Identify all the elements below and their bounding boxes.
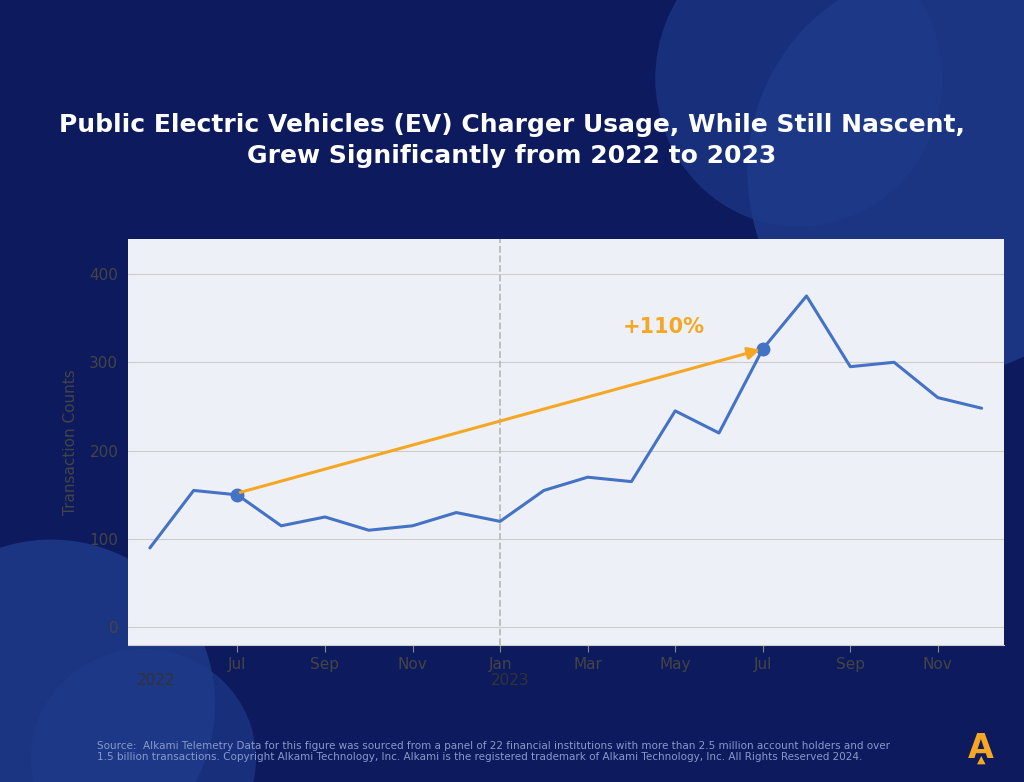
Ellipse shape [748, 0, 1024, 375]
Text: Source:  Alkami Telemetry Data for this figure was sourced from a panel of 22 fi: Source: Alkami Telemetry Data for this f… [97, 741, 890, 762]
Text: A: A [968, 732, 994, 765]
Text: 2023: 2023 [492, 673, 530, 688]
Y-axis label: Transaction Counts: Transaction Counts [63, 369, 78, 515]
Text: ▲: ▲ [977, 755, 985, 765]
Ellipse shape [31, 649, 256, 782]
Ellipse shape [655, 0, 942, 227]
Text: Public Electric Vehicles (EV) Charger Usage, While Still Nascent,
Grew Significa: Public Electric Vehicles (EV) Charger Us… [59, 113, 965, 168]
Text: +110%: +110% [623, 317, 705, 337]
Ellipse shape [0, 540, 215, 782]
Text: 2022: 2022 [137, 673, 175, 688]
